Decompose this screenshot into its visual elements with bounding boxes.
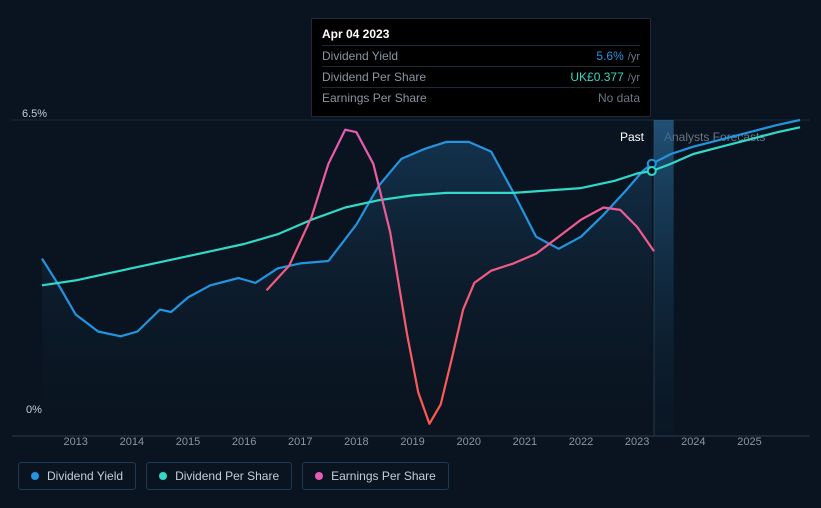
xaxis-labels: 2013 2014 2015 2016 2017 2018 2019 2020 2021 2022… xyxy=(0,436,821,452)
tooltip-row: Dividend Yield 5.6%/yr xyxy=(322,45,640,66)
xaxis-tick: 2017 xyxy=(288,436,312,448)
tooltip-date: Apr 04 2023 xyxy=(322,27,640,45)
legend-swatch xyxy=(159,472,167,480)
xaxis-tick: 2014 xyxy=(120,436,144,448)
tooltip-row: Dividend Per Share UK£0.377/yr xyxy=(322,66,640,87)
xaxis-tick: 2018 xyxy=(344,436,368,448)
xaxis-tick: 2013 xyxy=(63,436,87,448)
xaxis-tick: 2019 xyxy=(400,436,424,448)
tooltip-row-value: UK£0.377/yr xyxy=(570,70,640,84)
tooltip-row-value: 5.6%/yr xyxy=(596,49,640,63)
xaxis-tick: 2016 xyxy=(232,436,256,448)
legend-swatch xyxy=(315,472,323,480)
chart-tooltip: Apr 04 2023 Dividend Yield5.6%/yrDividen… xyxy=(311,18,651,117)
legend-label: Earnings Per Share xyxy=(331,469,436,483)
legend-label: Dividend Yield xyxy=(47,469,123,483)
tooltip-row-label: Dividend Per Share xyxy=(322,70,426,84)
xaxis-tick: 2023 xyxy=(625,436,649,448)
tooltip-row: Earnings Per Share No data xyxy=(322,87,640,108)
legend-item-dividend-yield[interactable]: Dividend Yield xyxy=(18,462,136,490)
tooltip-row-value: No data xyxy=(598,91,640,105)
tooltip-row-label: Earnings Per Share xyxy=(322,91,427,105)
legend-item-dividend-per-share[interactable]: Dividend Per Share xyxy=(146,462,292,490)
legend-swatch xyxy=(31,472,39,480)
dividend-chart: Apr 04 2023 Dividend Yield5.6%/yrDividen… xyxy=(0,0,821,508)
xaxis-tick: 2025 xyxy=(737,436,761,448)
xaxis-tick: 2021 xyxy=(513,436,537,448)
xaxis-tick: 2020 xyxy=(456,436,480,448)
xaxis-tick: 2024 xyxy=(681,436,705,448)
chart-legend: Dividend Yield Dividend Per Share Earnings… xyxy=(18,462,449,490)
hover-dot-dividend_per_share xyxy=(648,167,656,175)
tooltip-row-label: Dividend Yield xyxy=(322,49,398,63)
xaxis-tick: 2015 xyxy=(176,436,200,448)
xaxis-tick: 2022 xyxy=(569,436,593,448)
tooltip-rows: Dividend Yield 5.6%/yr Dividend Per Share U… xyxy=(322,45,640,108)
legend-item-earnings-per-share[interactable]: Earnings Per Share xyxy=(302,462,449,490)
legend-label: Dividend Per Share xyxy=(175,469,279,483)
